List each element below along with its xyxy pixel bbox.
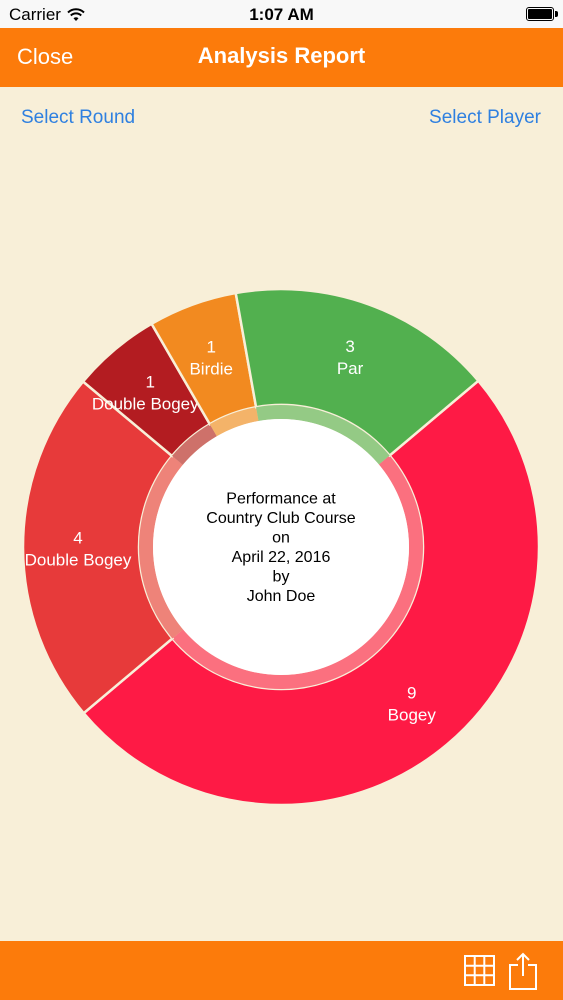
slice-value-label: 3	[345, 337, 354, 356]
slice-band-4	[256, 405, 390, 465]
select-round-button[interactable]: Select Round	[21, 107, 136, 128]
center-text-line: on	[272, 529, 290, 546]
center-text-line: April 22, 2016	[232, 549, 331, 566]
status-left: Carrier	[9, 5, 85, 25]
slice-name-label: Birdie	[189, 359, 232, 378]
slice-band-0	[172, 455, 424, 689]
wifi-icon	[67, 8, 85, 21]
nav-bar: Close Analysis Report	[0, 28, 563, 87]
slice-name-label: Bogey	[388, 705, 437, 724]
slice-value-label: 1	[206, 337, 215, 356]
slice-name-label: Double Bogey	[25, 550, 132, 569]
battery-level	[528, 9, 552, 19]
close-button[interactable]: Close	[17, 44, 74, 69]
bottom-toolbar	[0, 941, 563, 1000]
center-text-line: Performance at	[226, 490, 336, 507]
slice-band-3	[209, 407, 259, 437]
status-time: 1:07 AM	[249, 5, 314, 24]
slice-band-2	[172, 424, 217, 465]
battery-icon	[526, 7, 558, 21]
slice-value-label: 4	[73, 528, 82, 547]
center-text-line: by	[273, 568, 290, 585]
slice-name-label: Par	[337, 359, 364, 378]
donut-chart: 9 Bogey 4 Double Bogey 1 Double Bogey+ 1 Birdie…	[21, 287, 540, 806]
grid-icon[interactable]	[464, 955, 495, 986]
slice-value-label: 9	[407, 683, 416, 702]
status-bar: Carrier 1:07 AM	[0, 0, 563, 28]
center-text-line: John Doe	[247, 588, 316, 605]
select-player-button[interactable]: Select Player	[429, 107, 541, 128]
slice-band-1	[139, 455, 184, 639]
donut-center	[153, 419, 409, 675]
center-text-line: Country Club Course	[206, 510, 356, 527]
page-title: Analysis Report	[197, 43, 366, 68]
slice-value-label: 1	[145, 373, 154, 392]
carrier-label: Carrier	[9, 5, 61, 24]
slice-name-label: Double Bogey+	[92, 395, 209, 414]
share-icon[interactable]	[509, 952, 537, 990]
